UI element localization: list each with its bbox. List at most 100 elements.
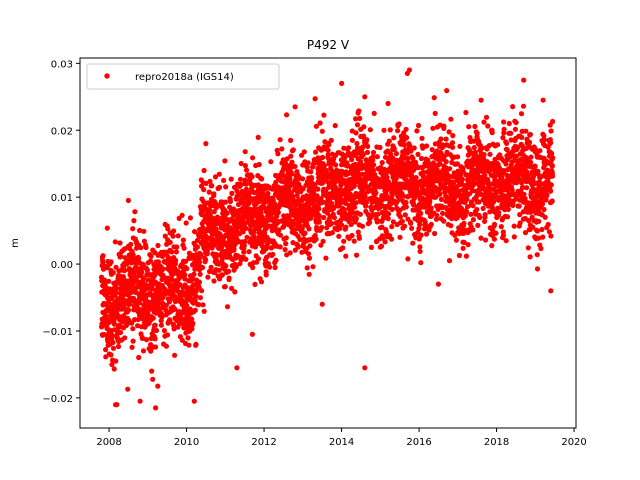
data-point <box>284 156 290 162</box>
data-point <box>474 206 480 213</box>
data-point <box>417 244 423 250</box>
data-point <box>221 177 227 183</box>
data-point <box>381 127 387 133</box>
data-point <box>255 134 261 140</box>
data-point <box>428 221 434 227</box>
data-point <box>392 180 398 186</box>
data-point <box>203 257 209 263</box>
data-point <box>474 130 480 136</box>
data-point <box>192 307 198 313</box>
data-point <box>129 320 135 326</box>
data-point <box>207 178 213 184</box>
data-point <box>184 302 190 309</box>
y-tick-label: 0.01 <box>51 193 73 204</box>
data-point <box>277 244 283 250</box>
data-point <box>417 248 423 254</box>
data-point <box>108 259 114 265</box>
data-point <box>219 243 225 249</box>
data-point <box>153 405 159 411</box>
data-point <box>388 151 394 157</box>
data-point <box>357 211 363 217</box>
data-point <box>415 151 421 157</box>
data-point <box>404 135 410 141</box>
data-point <box>343 224 349 230</box>
data-point <box>263 221 269 227</box>
data-point <box>339 80 345 86</box>
data-point <box>222 199 229 205</box>
data-point <box>155 259 161 265</box>
data-point <box>406 67 412 73</box>
data-point <box>140 275 146 281</box>
data-point <box>277 137 283 143</box>
data-point <box>526 139 533 145</box>
data-point <box>203 141 209 147</box>
data-point <box>305 251 312 257</box>
data-point <box>292 104 298 110</box>
data-point <box>292 163 298 170</box>
data-point <box>386 138 392 144</box>
data-point <box>183 318 190 324</box>
data-point <box>455 154 461 160</box>
data-point <box>318 242 324 248</box>
data-point <box>542 214 548 220</box>
data-point <box>487 209 493 215</box>
data-point <box>437 191 443 197</box>
data-point <box>482 172 488 178</box>
data-point <box>302 230 308 236</box>
data-point <box>357 159 364 165</box>
x-tick-label: 2012 <box>251 437 276 448</box>
data-point <box>456 252 462 259</box>
data-point <box>148 253 154 259</box>
data-point <box>201 167 207 174</box>
data-point <box>296 174 302 180</box>
data-point <box>323 168 329 174</box>
data-point <box>408 172 415 178</box>
data-point <box>319 200 325 206</box>
data-point <box>545 221 551 228</box>
data-point <box>528 159 534 165</box>
data-point <box>321 214 327 221</box>
data-point <box>523 128 529 134</box>
data-point <box>237 176 244 182</box>
data-point <box>352 204 358 210</box>
data-point <box>443 136 449 142</box>
data-point <box>108 352 114 358</box>
data-point <box>164 332 171 338</box>
data-point <box>362 365 368 371</box>
data-point <box>114 402 120 408</box>
data-point <box>185 322 191 328</box>
data-point <box>243 186 249 192</box>
data-point <box>355 229 361 235</box>
data-point <box>307 243 313 249</box>
legend-label: repro2018a (IGS14) <box>135 72 234 83</box>
y-tick-label: −0.02 <box>42 394 73 405</box>
data-point <box>501 119 507 125</box>
data-point <box>504 214 511 220</box>
data-point <box>549 150 555 157</box>
data-point <box>549 198 555 204</box>
data-point <box>189 316 195 322</box>
data-point <box>399 218 405 224</box>
data-point <box>503 238 509 244</box>
data-point <box>540 97 546 103</box>
data-point <box>373 190 379 196</box>
data-point <box>520 103 527 109</box>
data-point <box>226 275 232 281</box>
data-point <box>192 298 198 304</box>
data-point <box>289 159 295 165</box>
data-point <box>418 232 424 238</box>
data-point <box>328 221 334 227</box>
data-point <box>370 168 376 174</box>
data-point <box>183 220 189 226</box>
data-point <box>190 320 196 326</box>
data-point <box>353 215 359 221</box>
data-point <box>268 159 274 165</box>
data-point <box>276 227 282 233</box>
data-point <box>466 124 472 130</box>
data-point <box>485 179 491 186</box>
data-point <box>464 196 470 202</box>
data-point <box>441 123 447 129</box>
data-point <box>463 253 469 259</box>
data-point <box>243 256 249 262</box>
data-point <box>504 140 510 146</box>
